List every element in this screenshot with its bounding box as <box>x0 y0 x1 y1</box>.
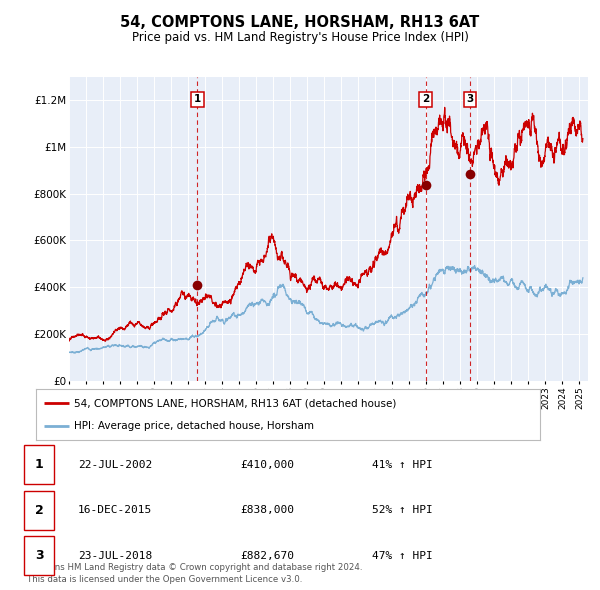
Text: 54, COMPTONS LANE, HORSHAM, RH13 6AT (detached house): 54, COMPTONS LANE, HORSHAM, RH13 6AT (de… <box>74 398 396 408</box>
Text: HPI: Average price, detached house, Horsham: HPI: Average price, detached house, Hors… <box>74 421 314 431</box>
Text: 22-JUL-2002: 22-JUL-2002 <box>78 460 152 470</box>
Text: 47% ↑ HPI: 47% ↑ HPI <box>372 551 433 560</box>
Text: 3: 3 <box>466 94 473 104</box>
Text: 54, COMPTONS LANE, HORSHAM, RH13 6AT: 54, COMPTONS LANE, HORSHAM, RH13 6AT <box>121 15 479 30</box>
Text: 41% ↑ HPI: 41% ↑ HPI <box>372 460 433 470</box>
Text: 23-JUL-2018: 23-JUL-2018 <box>78 551 152 560</box>
Text: 1: 1 <box>35 458 43 471</box>
Text: 3: 3 <box>35 549 43 562</box>
Text: 52% ↑ HPI: 52% ↑ HPI <box>372 506 433 515</box>
Text: £838,000: £838,000 <box>240 506 294 515</box>
Text: 16-DEC-2015: 16-DEC-2015 <box>78 506 152 515</box>
Text: 1: 1 <box>194 94 201 104</box>
Text: 2: 2 <box>35 504 43 517</box>
Text: Price paid vs. HM Land Registry's House Price Index (HPI): Price paid vs. HM Land Registry's House … <box>131 31 469 44</box>
Text: £410,000: £410,000 <box>240 460 294 470</box>
Text: £882,670: £882,670 <box>240 551 294 560</box>
Text: 2: 2 <box>422 94 429 104</box>
Text: Contains HM Land Registry data © Crown copyright and database right 2024.
This d: Contains HM Land Registry data © Crown c… <box>27 563 362 584</box>
